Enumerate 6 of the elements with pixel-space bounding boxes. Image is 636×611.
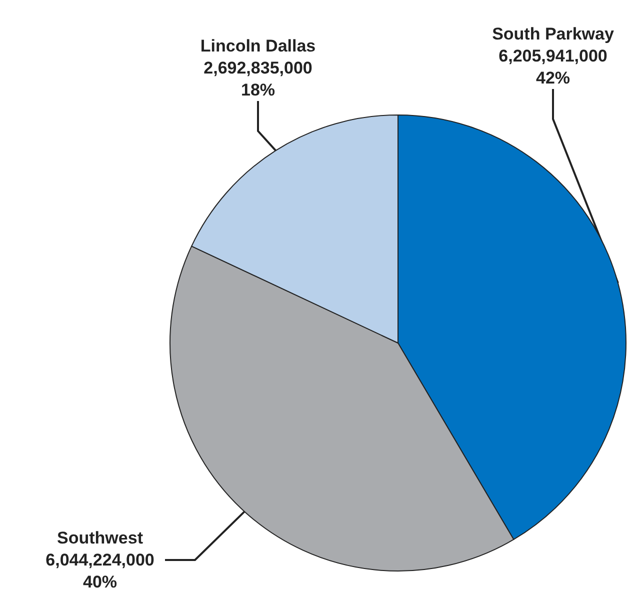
slice-label: South Parkway [492, 24, 614, 44]
data-label: 6,044,224,000 40% [46, 550, 154, 592]
slice-label: Lincoln Dallas [200, 36, 316, 56]
data-label: 2,692,835,000 18% [204, 58, 312, 100]
data-label: 6,205,941,000 42% [498, 46, 608, 88]
slice-label: Southwest [57, 528, 144, 548]
